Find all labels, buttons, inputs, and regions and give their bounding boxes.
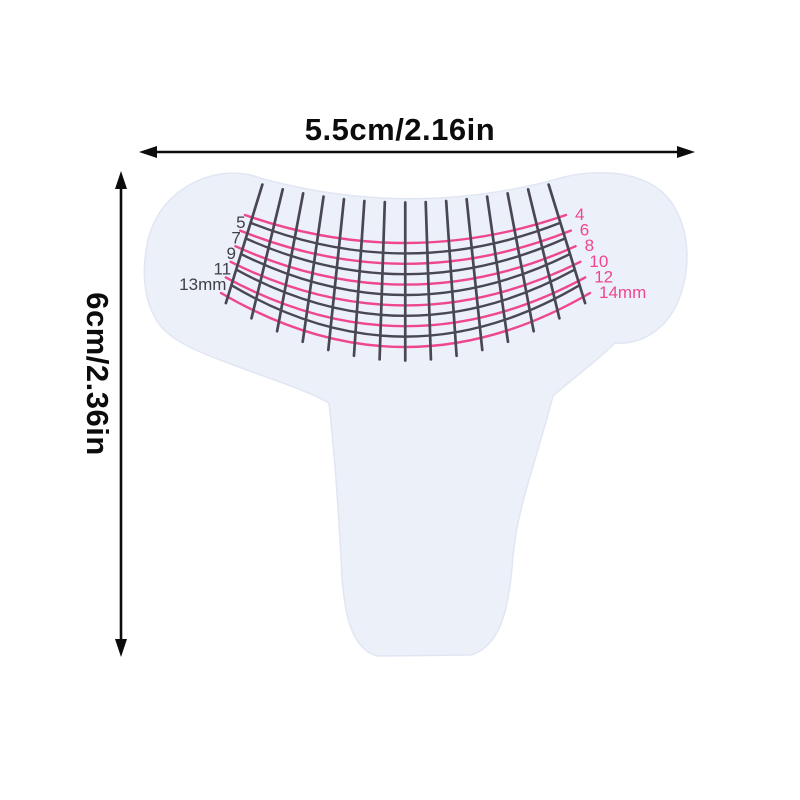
grid-spoke xyxy=(485,195,510,344)
grid-spoke xyxy=(224,183,264,305)
width-arrow-left-icon xyxy=(139,146,157,158)
scale-label-left: 7 xyxy=(231,228,240,247)
grid-spoke xyxy=(506,191,536,333)
scale-label-right: 10 xyxy=(589,252,608,271)
scale-label-right: 6 xyxy=(580,221,589,240)
grid-spoke xyxy=(547,183,587,305)
grid-spoke xyxy=(424,200,433,361)
scale-label-left: 11 xyxy=(214,260,232,279)
grid-spoke xyxy=(444,199,458,358)
scale-label-right: 12 xyxy=(594,267,613,286)
scale-label-left: 5 xyxy=(236,213,245,232)
scale-label-left: 13mm xyxy=(179,275,226,294)
height-arrow-bottom-icon xyxy=(115,639,127,657)
height-arrow-top-icon xyxy=(115,171,127,189)
grid-spoke xyxy=(250,187,285,320)
scale-label-right: 8 xyxy=(585,236,594,255)
ruler-grid xyxy=(219,183,592,362)
width-arrow-right-icon xyxy=(677,146,695,158)
grid-spoke xyxy=(465,197,484,352)
grid-spoke xyxy=(301,195,325,344)
grid-spoke xyxy=(378,200,387,361)
width-dimension-label: 5.5cm/2.16in xyxy=(305,112,495,147)
scale-label-right: 14mm xyxy=(599,283,646,302)
scale-label-left: 9 xyxy=(227,244,236,263)
grid-spoke xyxy=(275,191,305,333)
scale-label-right: 4 xyxy=(575,205,584,224)
grid-spoke xyxy=(326,197,346,352)
grid-spoke xyxy=(352,199,366,358)
width-dimension: 5.5cm/2.16in xyxy=(139,112,695,158)
height-dimension-label: 6cm/2.36in xyxy=(80,292,115,456)
height-dimension: 6cm/2.36in xyxy=(80,171,127,657)
grid-spoke xyxy=(526,187,561,320)
